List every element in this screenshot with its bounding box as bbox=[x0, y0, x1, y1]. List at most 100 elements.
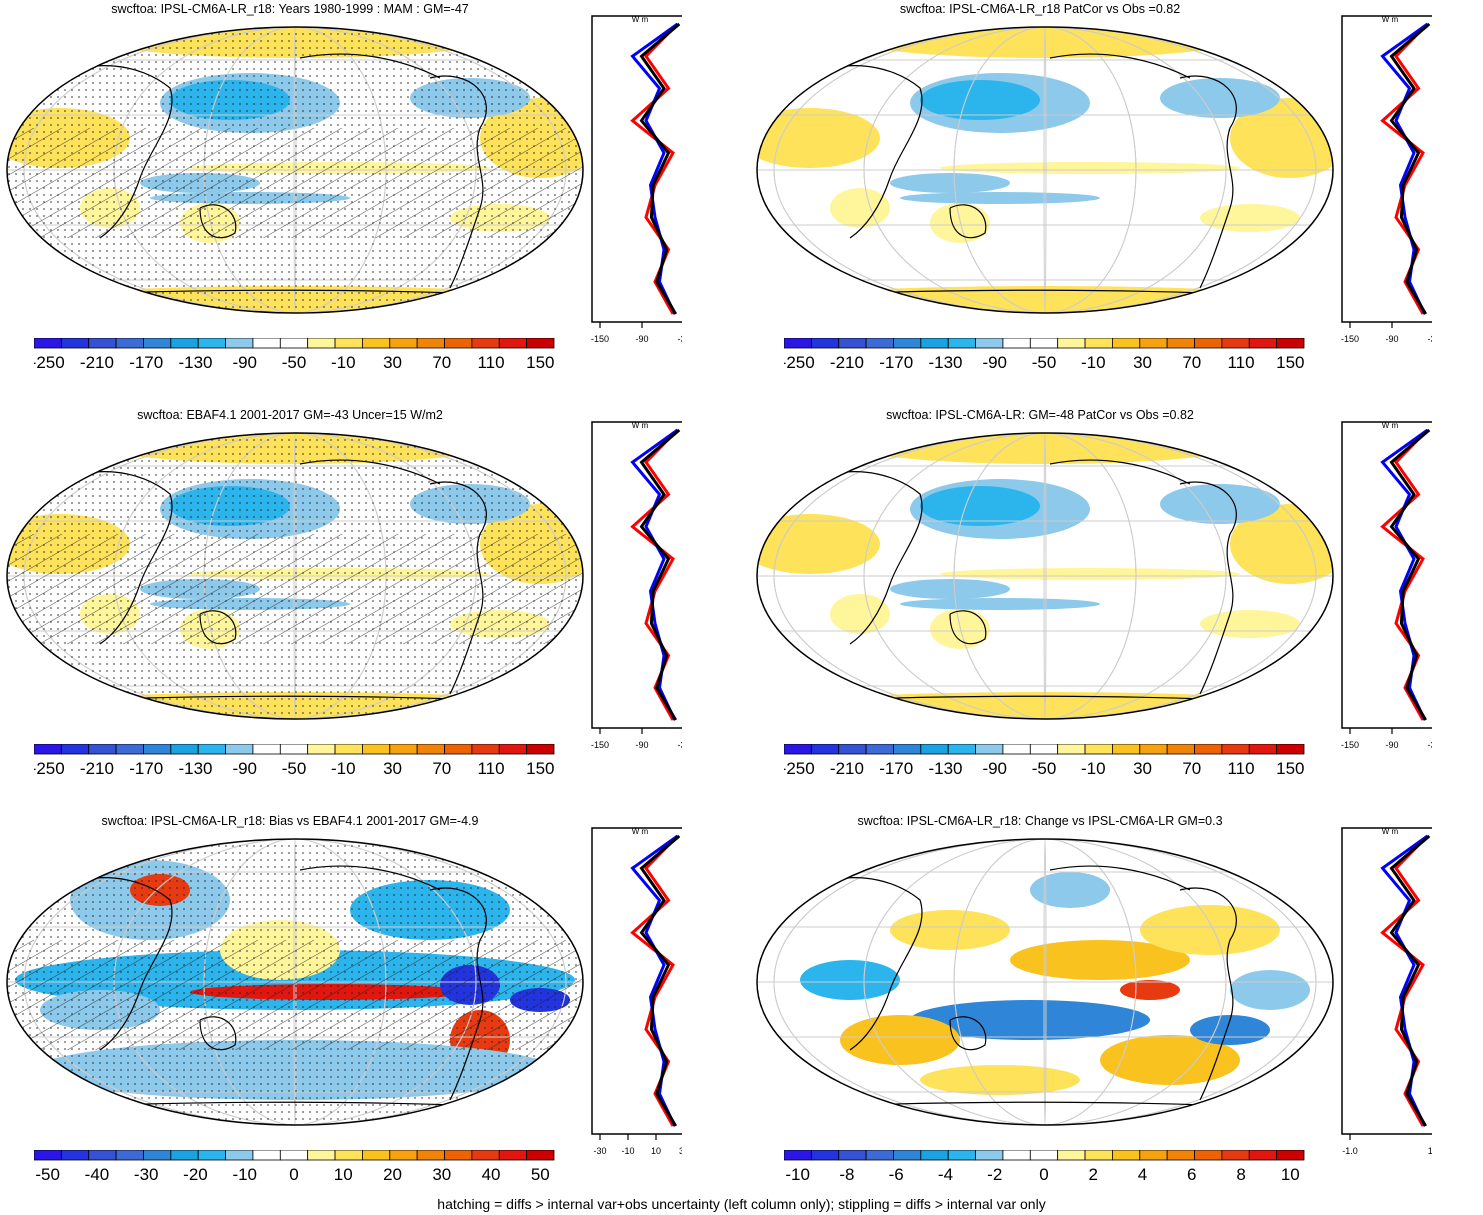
field-region bbox=[1160, 78, 1280, 118]
profile-xtick-label: -90 bbox=[1385, 334, 1398, 344]
profile-xtick-label: -90 bbox=[635, 740, 648, 750]
colorbar-swatch bbox=[307, 1150, 336, 1161]
colorbar-swatch bbox=[362, 338, 391, 349]
panel-title: swcftoa: IPSL-CM6A-LR_r18: Change vs IPS… bbox=[857, 814, 1223, 828]
coastline bbox=[1049, 53, 1191, 79]
colorbar-label: -170 bbox=[879, 353, 913, 372]
colorbar-label: -10 bbox=[331, 353, 356, 372]
colorbar-swatch bbox=[865, 744, 894, 755]
colorbar-swatch bbox=[389, 1150, 418, 1161]
colorbar: -250 -210 -170 -130 -90 -50 -10 30 70 110 150 bbox=[34, 744, 555, 778]
colorbar: -10 -8 -6 -4 -2 0 2 4 6 8 10 bbox=[784, 1150, 1305, 1184]
field-region bbox=[1120, 980, 1180, 1000]
colorbar-swatch bbox=[1248, 1150, 1278, 1161]
coastline bbox=[809, 65, 923, 239]
profile-xtick-label: -30 bbox=[677, 334, 682, 344]
field-region bbox=[1140, 905, 1280, 955]
profile-curve bbox=[1389, 428, 1431, 721]
colorbar-swatch bbox=[838, 744, 867, 755]
colorbar-swatch bbox=[115, 744, 144, 755]
coastline bbox=[1049, 865, 1191, 891]
profile-curve bbox=[639, 834, 681, 1127]
colorbar-swatch bbox=[1057, 338, 1086, 349]
zonal-profile: W m60N30N030S60S-150-90-30 bbox=[1341, 421, 1432, 750]
graticule-lon bbox=[953, 27, 1137, 313]
field-region bbox=[1030, 872, 1110, 908]
colorbar-label: 30 bbox=[383, 353, 402, 372]
world-map bbox=[756, 838, 1334, 1126]
field-region bbox=[1100, 1035, 1240, 1085]
colorbar-label: -50 bbox=[282, 353, 307, 372]
colorbar-swatch bbox=[865, 1150, 894, 1161]
colorbar-label: -2 bbox=[987, 1165, 1002, 1184]
colorbar-swatch bbox=[1276, 338, 1305, 349]
profile-xtick-label: 30 bbox=[679, 1146, 682, 1156]
colorbar: -50 -40 -30 -20 -10 0 10 20 30 40 50 bbox=[34, 1150, 555, 1184]
zonal-profile: W m60N30N030S60S-150-90-30 bbox=[1341, 15, 1432, 344]
colorbar-swatch bbox=[1112, 338, 1141, 349]
colorbar-label: -30 bbox=[134, 1165, 159, 1184]
colorbar-swatch bbox=[34, 1150, 62, 1161]
colorbar-swatch bbox=[197, 744, 226, 755]
colorbar-swatch bbox=[1221, 744, 1250, 755]
field-region bbox=[757, 108, 880, 168]
panel-title: swcftoa: IPSL-CM6A-LR_r18 PatCor vs Obs … bbox=[899, 2, 1181, 16]
field-region bbox=[940, 162, 1240, 174]
map-outline bbox=[756, 432, 1334, 720]
graticule-lon bbox=[1043, 27, 1047, 313]
colorbar-label: 70 bbox=[1182, 353, 1201, 372]
field-region bbox=[840, 1015, 960, 1065]
zonal-profile: W m60N30N030S60S-150-90-30 bbox=[591, 15, 682, 344]
colorbar-swatch bbox=[225, 338, 254, 349]
colorbar-swatch bbox=[1194, 338, 1223, 349]
colorbar-swatch bbox=[1166, 338, 1195, 349]
colorbar-swatch bbox=[838, 338, 867, 349]
coastline bbox=[1179, 75, 1237, 289]
colorbar-swatch bbox=[252, 1150, 281, 1161]
colorbar-swatch bbox=[416, 744, 445, 755]
colorbar: -250 -210 -170 -130 -90 -50 -10 30 70 110 150 bbox=[784, 744, 1305, 778]
colorbar-swatch bbox=[1139, 744, 1168, 755]
colorbar-swatch bbox=[1112, 744, 1141, 755]
panel-title: swcftoa: IPSL-CM6A-LR_r18: Bias vs EBAF4… bbox=[101, 814, 479, 828]
colorbar-swatch bbox=[1029, 744, 1059, 755]
colorbar-label: -170 bbox=[129, 759, 163, 778]
colorbar-label: 30 bbox=[1133, 759, 1152, 778]
profile-xtick-label: 10 bbox=[651, 1146, 661, 1156]
graticule-lon bbox=[863, 433, 1227, 719]
colorbar-swatch bbox=[143, 1150, 172, 1161]
colorbar-swatch bbox=[1057, 744, 1086, 755]
colorbar-label: -50 bbox=[1032, 353, 1057, 372]
colorbar-swatch bbox=[334, 338, 363, 349]
profile-units: W m bbox=[632, 15, 649, 24]
colorbar-swatch bbox=[975, 338, 1004, 349]
colorbar-label: -250 bbox=[784, 759, 815, 778]
colorbar-swatch bbox=[60, 744, 90, 755]
colorbar-label: 30 bbox=[432, 1165, 451, 1184]
colorbar-swatch bbox=[1112, 1150, 1141, 1161]
field-region bbox=[920, 486, 1040, 526]
colorbar-swatch bbox=[1221, 338, 1250, 349]
colorbar-label: 4 bbox=[1138, 1165, 1147, 1184]
colorbar-label: -250 bbox=[34, 759, 65, 778]
colorbar-label: 10 bbox=[1281, 1165, 1300, 1184]
colorbar-swatch bbox=[1139, 1150, 1168, 1161]
field-region bbox=[920, 1065, 1080, 1095]
colorbar-label: 70 bbox=[432, 759, 451, 778]
colorbar-swatch bbox=[920, 338, 949, 349]
graticule-lon bbox=[953, 839, 1137, 1125]
colorbar-swatch bbox=[498, 338, 528, 349]
colorbar-swatch bbox=[197, 1150, 226, 1161]
field-region bbox=[910, 1000, 1150, 1040]
colorbar-swatch bbox=[526, 1150, 555, 1161]
colorbar-swatch bbox=[34, 744, 62, 755]
colorbar-label: 10 bbox=[334, 1165, 353, 1184]
colorbar-label: 150 bbox=[526, 759, 554, 778]
profile-units: W m bbox=[1382, 421, 1399, 430]
colorbar-label: -10 bbox=[1081, 353, 1106, 372]
colorbar-swatch bbox=[1139, 338, 1168, 349]
colorbar-label: 30 bbox=[1133, 353, 1152, 372]
colorbar-swatch bbox=[1276, 1150, 1305, 1161]
map-outline bbox=[6, 838, 584, 1126]
colorbar-label: 20 bbox=[383, 1165, 402, 1184]
